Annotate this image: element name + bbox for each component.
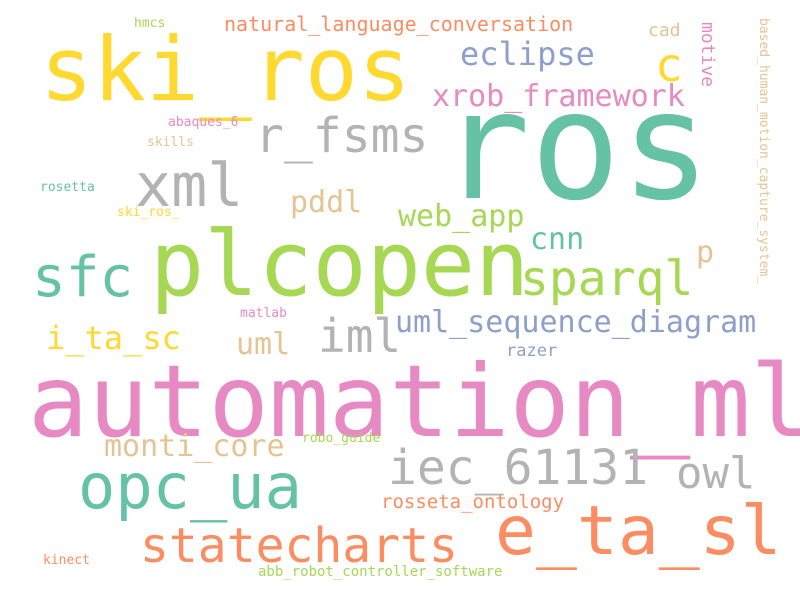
word-pddl: pddl [290, 185, 363, 220]
word-cad: cad [648, 20, 681, 41]
word-skills: skills [147, 135, 194, 150]
word-kinect: kinect [43, 553, 90, 568]
word-rosetta: rosetta [40, 180, 95, 195]
word-e-ta-sl: e_ta_sl [495, 492, 782, 571]
word-robo-guide: robo_guide [302, 431, 381, 446]
word-r-fsms: r_fsms [255, 108, 429, 164]
word-natural-language-conversation: natural_language_conversation [224, 12, 574, 36]
word-sfc: sfc [32, 245, 134, 310]
word-sparql: sparql [520, 251, 694, 307]
word-xml: xml [135, 151, 244, 221]
word-opc-ua: opc_ua [78, 450, 302, 523]
word-abb-robot-controller-software: abb_robot_controller_software [258, 564, 503, 580]
word-ros: ros [440, 60, 711, 234]
word-iml: iml [318, 309, 402, 363]
word-based-human-motion-capture-system: based_human_motion_capture_system_ [756, 18, 771, 285]
word-iec-61131: iec_61131 [388, 440, 649, 496]
word-abaques-6: abaques_6 [168, 115, 239, 130]
word-ski-ros: ski_ros [40, 18, 411, 121]
word-motive: motive [697, 22, 718, 88]
word-monti-core: monti_core [104, 429, 285, 464]
word-ski-ros-underscore: ski_ros_ [117, 205, 180, 220]
word-uml-sequence-diagram: uml_sequence_diagram [395, 305, 757, 340]
word-p: p [696, 235, 715, 270]
word-automation-ml: automation_ml [28, 343, 800, 460]
word-razer: razer [506, 341, 558, 361]
word-hmcs: hmcs [134, 16, 166, 31]
word-matlab: matlab [240, 306, 287, 321]
word-plcopen: plcopen [150, 212, 530, 317]
word-xrob-framework: xrob_framework [432, 79, 685, 114]
word-i-ta-sc: i_ta_sc [46, 319, 181, 357]
word-web-app: web_app [398, 199, 525, 234]
word-eclipse: eclipse [460, 35, 595, 73]
word-owl: owl [676, 448, 756, 499]
word-cnn: cnn [530, 222, 585, 257]
word-uml: uml [236, 327, 291, 362]
word-c: c [655, 38, 683, 92]
word-statecharts: statecharts [140, 518, 458, 574]
word-rosseta-ontology: rosseta_ontology [381, 491, 565, 513]
